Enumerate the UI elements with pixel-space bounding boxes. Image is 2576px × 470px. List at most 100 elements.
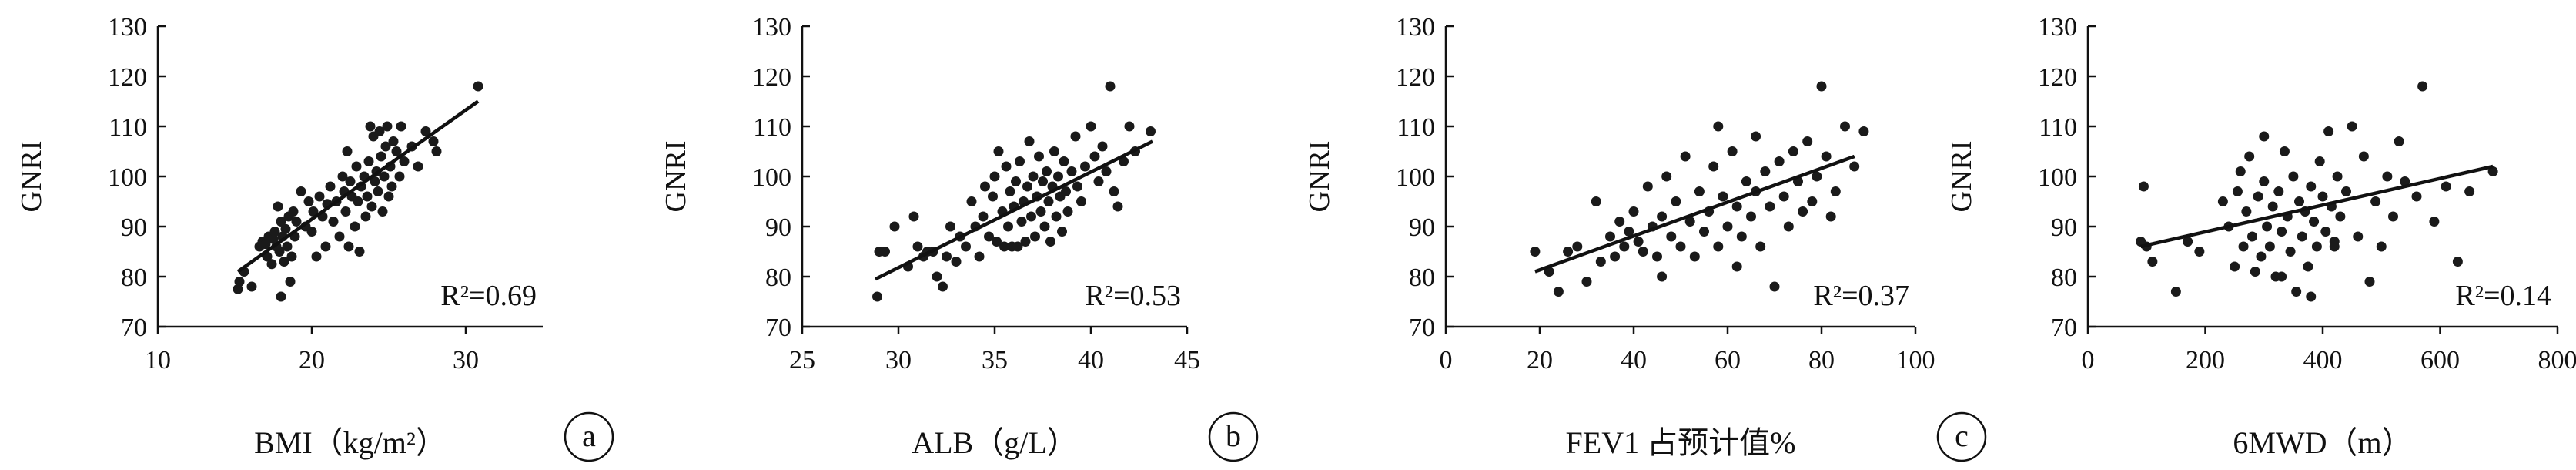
data-point-a-78 <box>413 161 423 172</box>
data-point-d-61 <box>2452 257 2463 267</box>
x-axis-label: 6MWD（m） <box>2233 425 2412 460</box>
x-tick-label: 45 <box>1174 346 1200 374</box>
data-point-b-41 <box>1024 136 1035 146</box>
data-point-a-23 <box>286 251 297 262</box>
data-point-b-69 <box>1093 176 1104 186</box>
data-point-c-14 <box>1633 237 1644 247</box>
data-point-d-62 <box>2464 186 2475 196</box>
data-point-a-57 <box>365 121 376 132</box>
x-tick-label: 600 <box>2420 346 2460 374</box>
data-point-b-71 <box>1101 166 1112 176</box>
data-point-c-28 <box>1699 227 1709 237</box>
data-point-b-78 <box>1146 126 1156 136</box>
scatter-panel-c: 70 80 90 100 110 120 130 0 20 40 60 80 100 GNRI FEV1 占… <box>1303 13 1987 462</box>
data-point-a-58 <box>366 201 377 212</box>
data-point-c-47 <box>1783 221 1794 232</box>
data-point-d-18 <box>2256 251 2267 262</box>
data-point-b-58 <box>1057 227 1067 237</box>
data-point-c-23 <box>1675 241 1686 252</box>
data-point-a-63 <box>374 126 385 136</box>
data-point-a-27 <box>296 186 306 196</box>
data-point-d-9 <box>2230 261 2240 272</box>
x-tick-label: 20 <box>299 346 325 374</box>
data-point-c-25 <box>1684 217 1695 227</box>
x-tick-label: 80 <box>1808 346 1835 374</box>
data-point-d-63 <box>2487 166 2498 176</box>
data-point-d-11 <box>2235 166 2246 176</box>
data-point-a-32 <box>311 251 322 262</box>
y-tick-label: 130 <box>2038 13 2077 42</box>
data-point-a-50 <box>353 196 363 206</box>
data-point-d-54 <box>2388 211 2398 222</box>
data-point-a-79 <box>420 126 431 136</box>
data-point-a-81 <box>431 146 442 156</box>
data-point-d-60 <box>2441 181 2451 192</box>
data-point-d-65 <box>2277 271 2287 282</box>
data-point-c-5 <box>1581 277 1592 287</box>
data-point-a-3 <box>246 281 257 292</box>
data-point-c-46 <box>1778 191 1789 202</box>
data-point-c-54 <box>1816 81 1827 92</box>
data-point-a-16 <box>276 217 286 227</box>
data-point-c-34 <box>1727 146 1738 156</box>
data-point-b-48 <box>1038 176 1048 186</box>
y-tick-label: 110 <box>753 113 791 142</box>
data-point-c-43 <box>1765 201 1775 212</box>
data-point-a-19 <box>280 223 291 234</box>
data-point-b-67 <box>1086 121 1096 132</box>
data-point-b-47 <box>1035 206 1046 217</box>
y-tick-label: 110 <box>109 113 147 142</box>
data-point-b-62 <box>1066 166 1077 176</box>
data-point-c-8 <box>1605 231 1615 242</box>
data-point-b-30 <box>1003 221 1013 232</box>
data-point-d-24 <box>2273 186 2284 196</box>
data-point-c-51 <box>1802 136 1813 146</box>
data-point-a-82 <box>473 81 483 92</box>
y-tick-label: 100 <box>2038 163 2077 192</box>
panel-label-circle <box>1208 411 1259 462</box>
data-point-c-36 <box>1736 231 1747 242</box>
data-point-c-60 <box>1858 126 1869 136</box>
x-tick-label: 800 <box>2538 346 2576 374</box>
data-point-b-0 <box>872 291 882 302</box>
panel-label: a <box>582 418 596 453</box>
data-point-b-42 <box>1026 211 1036 222</box>
data-point-d-4 <box>2170 287 2181 297</box>
y-tick-label: 90 <box>765 213 791 242</box>
data-point-a-48 <box>350 221 360 232</box>
data-point-d-49 <box>2358 151 2369 162</box>
data-point-c-63 <box>1657 271 1668 282</box>
data-point-b-19 <box>974 251 985 262</box>
x-axis-label: FEV1 占预计值% <box>1566 425 1796 460</box>
y-tick-label: 120 <box>1396 63 1435 92</box>
data-point-c-56 <box>1825 211 1836 222</box>
data-point-d-31 <box>2294 196 2304 206</box>
x-tick-label: 30 <box>885 346 912 374</box>
data-point-d-51 <box>2370 196 2381 206</box>
data-point-b-61 <box>1062 206 1073 217</box>
data-point-b-20 <box>978 211 989 222</box>
data-point-c-12 <box>1624 227 1634 237</box>
data-point-d-20 <box>2262 221 2273 232</box>
data-point-b-75 <box>1119 156 1129 166</box>
data-point-d-12 <box>2238 241 2249 252</box>
data-point-d-64 <box>2306 291 2317 302</box>
data-point-a-66 <box>379 171 390 182</box>
data-point-a-69 <box>383 191 394 202</box>
data-point-a-9 <box>266 259 277 270</box>
r-squared-label: R²=0.14 <box>2455 280 2551 312</box>
data-point-d-36 <box>2309 217 2320 227</box>
data-point-c-44 <box>1769 281 1780 292</box>
x-tick-label: 40 <box>1078 346 1104 374</box>
data-point-d-39 <box>2317 191 2328 202</box>
data-point-d-22 <box>2267 201 2278 212</box>
data-point-a-33 <box>314 191 325 202</box>
data-point-c-53 <box>1812 171 1822 182</box>
data-point-c-41 <box>1755 241 1766 252</box>
data-point-c-10 <box>1614 217 1625 227</box>
data-point-a-56 <box>363 156 374 166</box>
data-point-b-50 <box>1042 166 1052 176</box>
data-point-c-38 <box>1746 211 1756 222</box>
data-point-c-31 <box>1713 241 1724 252</box>
data-point-d-6 <box>2194 247 2205 257</box>
